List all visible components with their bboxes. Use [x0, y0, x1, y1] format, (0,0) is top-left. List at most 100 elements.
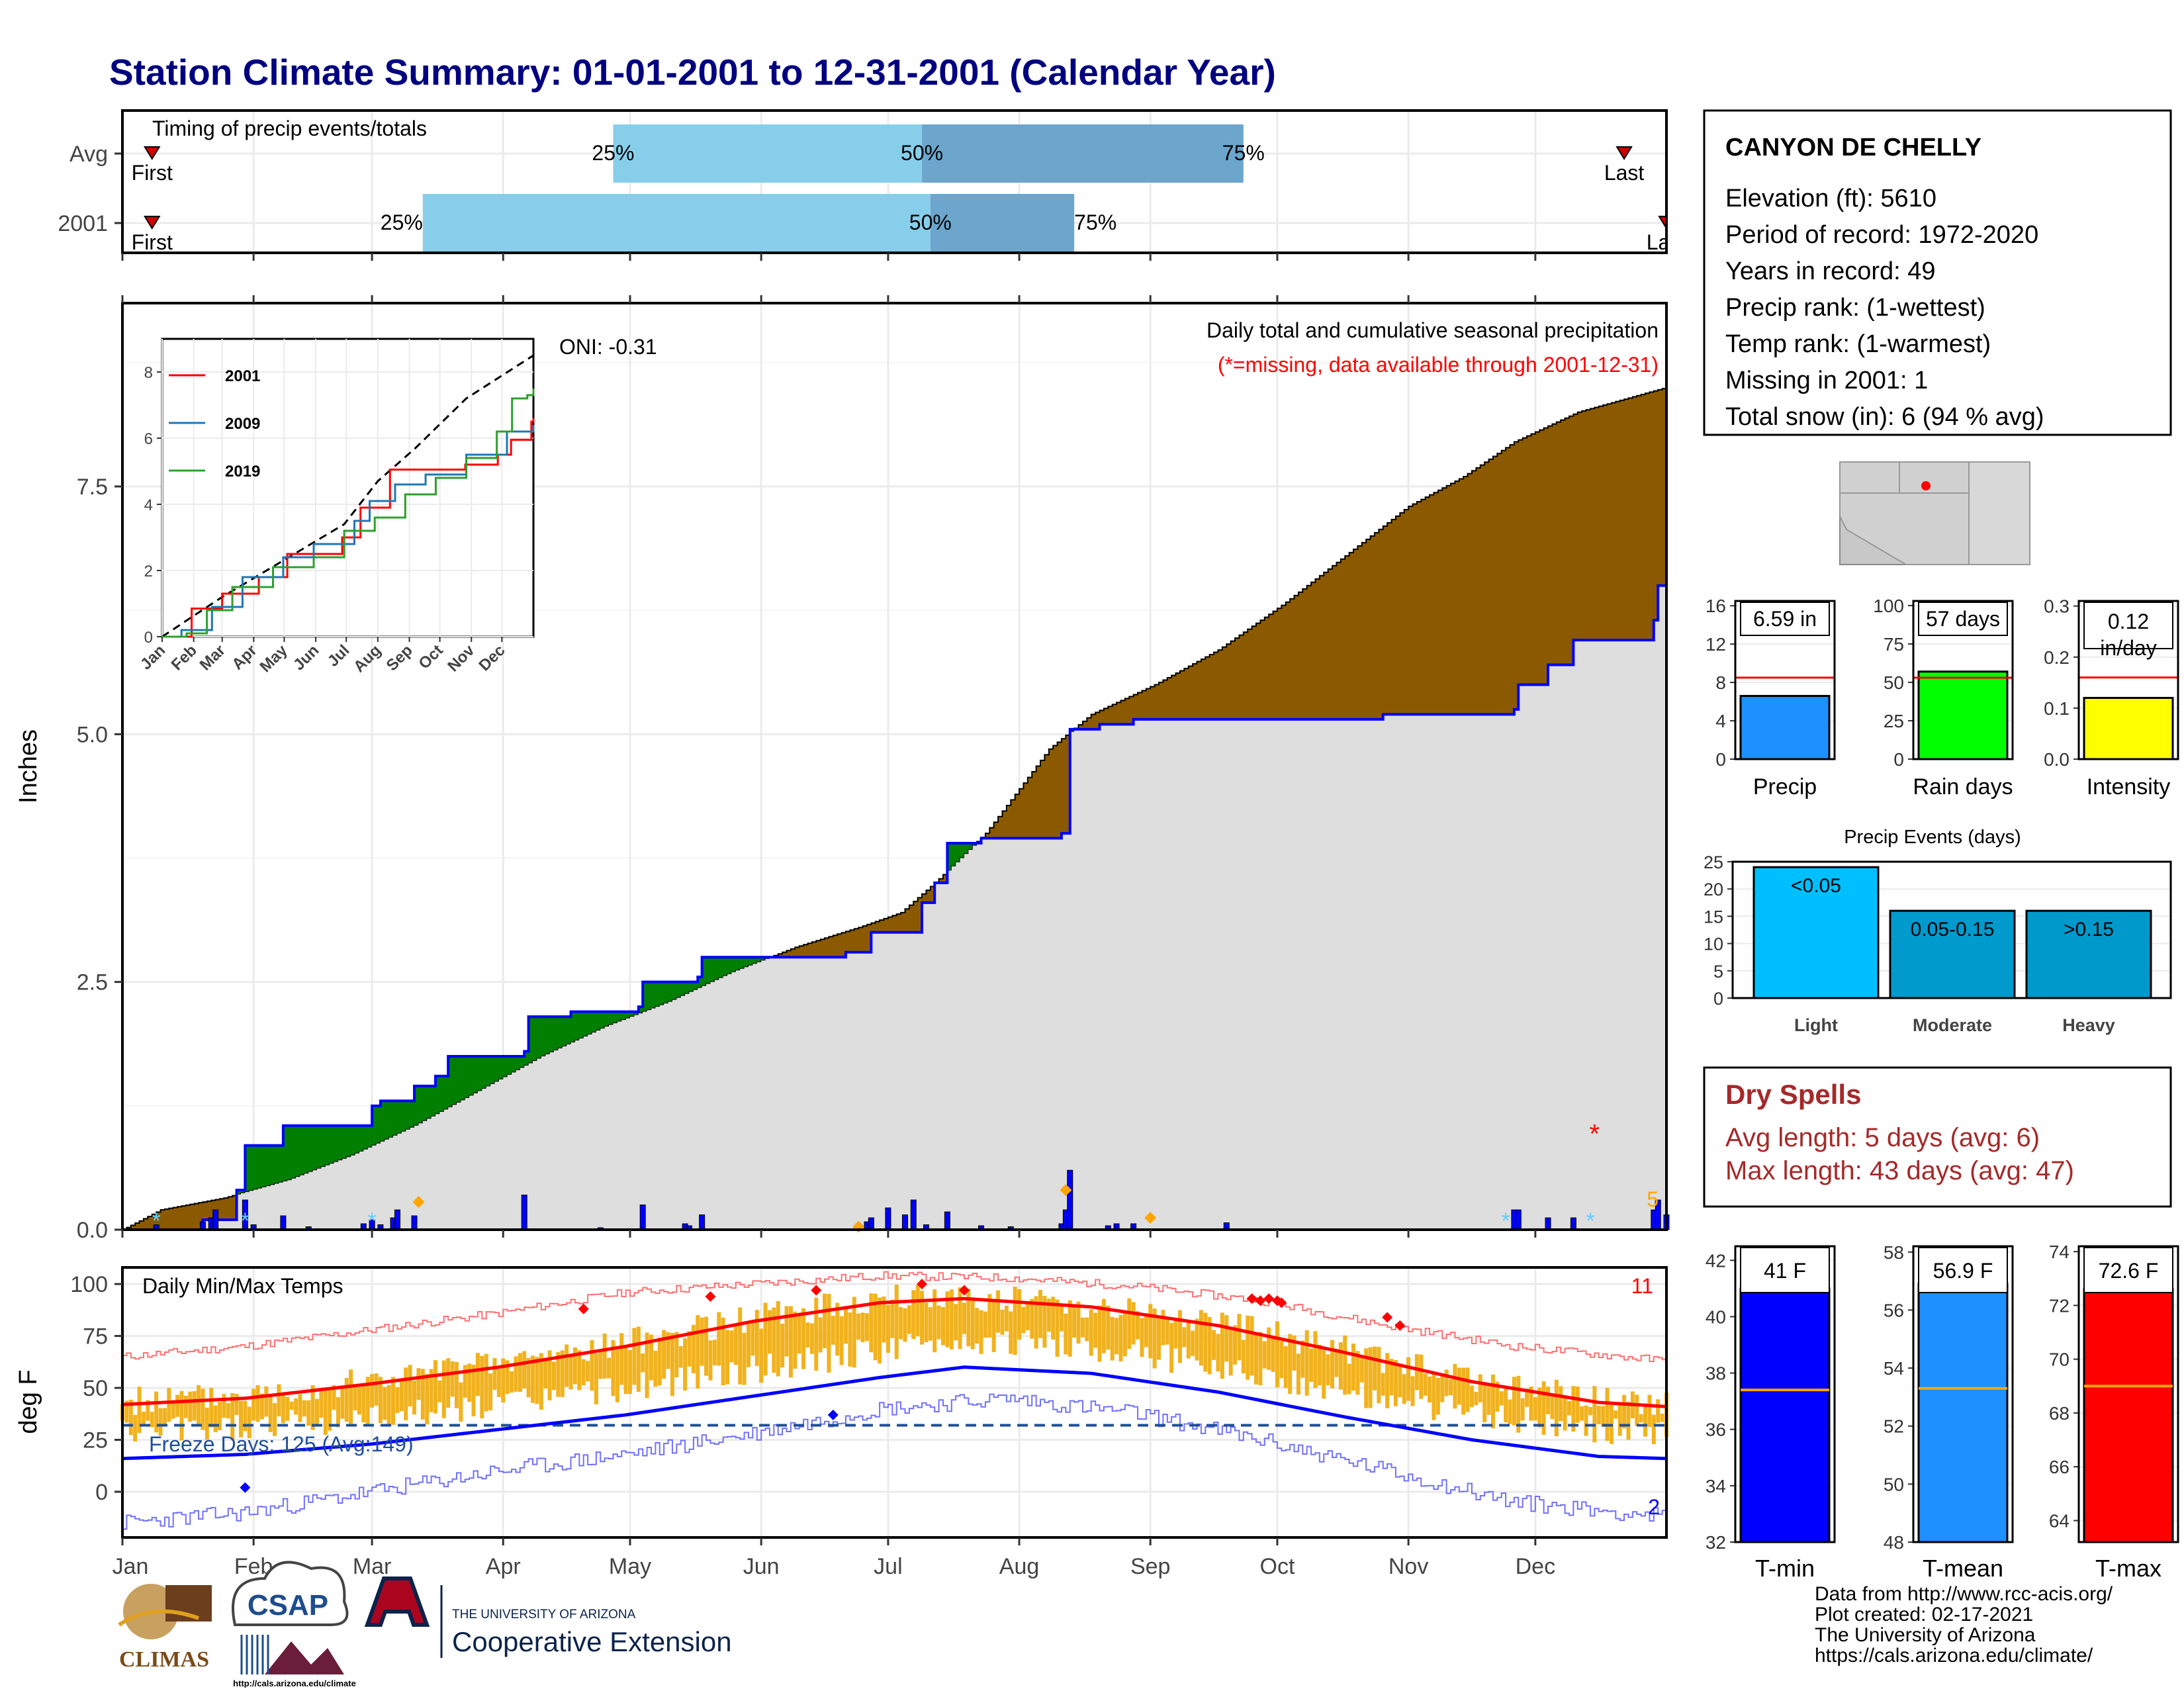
daily-temp-range-bar-68: [404, 1367, 408, 1421]
record-max-temp-line: [122, 1271, 1667, 1365]
daily-temp-range-bar-136: [691, 1324, 696, 1373]
daily-temp-range-bar-222: [1055, 1299, 1060, 1357]
daily-temp-range-bar-232: [1097, 1305, 1102, 1362]
temp-ytick-label-0: 0: [95, 1480, 108, 1505]
daily-temp-range-bar-167: [823, 1293, 827, 1349]
daily-temp-range-bar-360: [1639, 1414, 1643, 1423]
summary-value-label-1-0: 57 days: [1926, 607, 2000, 631]
daily-temp-range-bar-333: [1525, 1389, 1529, 1407]
daily-temp-range-bar-40: [285, 1396, 290, 1421]
daily-temp-range-bar-125: [645, 1332, 649, 1398]
daily-temp-range-bar-118: [615, 1349, 619, 1402]
temp-summary-ytick-label-2-0: 64: [2049, 1510, 2070, 1531]
daily-temp-range-bar-347: [1584, 1405, 1588, 1436]
record-high-count: 11: [1631, 1274, 1653, 1298]
daily-temp-range-bar-209: [1000, 1309, 1005, 1335]
daily-temp-range-bar-338: [1546, 1387, 1551, 1414]
month-label-aug: Aug: [999, 1554, 1040, 1579]
events-ytick-label-3: 15: [1704, 907, 1723, 927]
month-label-jul: Jul: [874, 1554, 902, 1579]
timing-p75-label-1: 75%: [1074, 210, 1116, 234]
daily-temp-range-bar-296: [1368, 1347, 1373, 1408]
daily-temp-range-bar-359: [1635, 1394, 1639, 1426]
daily-temp-range-bar-197: [949, 1289, 954, 1349]
daily-temp-range-bar-316: [1453, 1363, 1457, 1409]
csap-mountain: [265, 1641, 344, 1674]
station-location-dot: [1921, 481, 1931, 490]
daily-precip-bar-24: [901, 1214, 908, 1230]
daily-temp-range-bar-262: [1224, 1315, 1229, 1362]
daily-temp-range-bar-328: [1504, 1388, 1508, 1423]
temp-summary-ytick-label-1-2: 52: [1884, 1416, 1904, 1437]
daily-temp-range-bar-344: [1571, 1386, 1576, 1432]
daily-temp-range-bar-362: [1647, 1394, 1652, 1428]
daily-temp-range-bar-162: [801, 1308, 806, 1369]
daily-temp-range-bar-12: [167, 1388, 171, 1422]
daily-temp-range-bar-294: [1359, 1356, 1364, 1383]
summary-ytick-label-2-1: 0.1: [2044, 698, 2070, 719]
summary-label-precip: Precip: [1753, 774, 1817, 800]
precip-ytick-label-1: 2.5: [77, 970, 108, 995]
daily-temp-range-bar-149: [746, 1321, 751, 1367]
daily-temp-range-bar-325: [1490, 1374, 1495, 1429]
daily-temp-range-bar-322: [1478, 1374, 1482, 1402]
snow-marker-3: *: [1501, 1209, 1510, 1234]
month-label-mar: Mar: [353, 1554, 392, 1579]
daily-temp-range-bar-19: [197, 1385, 201, 1424]
daily-temp-range-bar-204: [979, 1310, 983, 1354]
record-low-marker-0: [240, 1482, 251, 1493]
summary-ytick-label-0-4: 16: [1706, 596, 1726, 616]
daily-temp-range-bar-99: [535, 1357, 539, 1404]
daily-temp-range-bar-212: [1013, 1286, 1017, 1355]
temp-panel-border: [121, 1266, 1668, 1539]
daily-temp-range-bar-326: [1495, 1381, 1500, 1412]
daily-temp-range-bar-306: [1410, 1376, 1415, 1406]
daily-temp-range-bar-194: [936, 1305, 941, 1340]
summary-ytick-label-0-3: 12: [1706, 634, 1726, 655]
daily-temp-range-bar-215: [1025, 1303, 1030, 1330]
climas-logo-text: CLIMAS: [119, 1647, 209, 1672]
summary-bar-rain-days: [1917, 670, 2009, 760]
new-mexico-shape: [1968, 461, 2030, 565]
daily-temp-range-bar-329: [1508, 1399, 1512, 1424]
temp-summary-ytick-label-2-1: 66: [2049, 1457, 2070, 1477]
daily-temp-range-bar-307: [1414, 1354, 1419, 1391]
daily-temp-range-bar-230: [1089, 1309, 1093, 1356]
daily-temp-range-bar-65: [391, 1377, 396, 1425]
daily-temp-range-bar-78: [446, 1358, 451, 1408]
record-high-marker-4: [958, 1285, 970, 1296]
daily-temp-range-bar-228: [1080, 1317, 1085, 1338]
record-high-marker-3: [917, 1279, 928, 1290]
daily-temp-range-bar-35: [264, 1386, 269, 1417]
daily-temp-range-bar-152: [759, 1328, 764, 1383]
daily-temp-range-bar-33: [255, 1385, 260, 1422]
daily-temp-range-bar-313: [1440, 1373, 1445, 1402]
timing-p50-label-0: 50%: [901, 141, 943, 165]
daily-temp-range-bar-92: [505, 1360, 510, 1394]
daily-temp-range-bar-248: [1165, 1318, 1169, 1345]
station-name: CANYON DE CHELLY: [1725, 134, 1981, 161]
daily-temp-range-bar-84: [471, 1365, 476, 1417]
daily-temp-range-bar-165: [814, 1297, 819, 1371]
daily-temp-range-bar-201: [966, 1289, 971, 1347]
summary-ytick-label-1-0: 0: [1893, 749, 1904, 770]
daily-temp-range-bar-244: [1148, 1304, 1153, 1359]
daily-temp-range-bar-110: [581, 1359, 586, 1386]
dry-spells-max-length: Max length: 43 days (avg: 47): [1725, 1156, 2074, 1185]
temp-summary-ytick-label-2-4: 72: [2049, 1295, 2070, 1316]
daily-temp-range-bar-245: [1152, 1308, 1157, 1369]
daily-temp-range-bar-23: [213, 1405, 218, 1432]
daily-temp-range-bar-187: [907, 1305, 911, 1334]
daily-temp-range-bar-334: [1529, 1387, 1533, 1421]
inset-legend-label-2019: 2019: [225, 463, 260, 480]
daily-temp-range-bar-241: [1136, 1311, 1140, 1340]
daily-temp-range-bar-339: [1550, 1393, 1555, 1420]
daily-temp-range-bar-55: [349, 1369, 353, 1427]
daily-temp-range-bar-85: [475, 1353, 480, 1396]
daily-temp-range-bar-121: [628, 1349, 633, 1394]
daily-temp-range-bar-79: [450, 1361, 455, 1397]
daily-temp-range-bar-147: [738, 1307, 743, 1385]
daily-temp-range-bar-227: [1076, 1301, 1081, 1344]
daily-temp-range-bar-183: [890, 1299, 895, 1338]
daily-temp-range-bar-295: [1364, 1348, 1369, 1408]
